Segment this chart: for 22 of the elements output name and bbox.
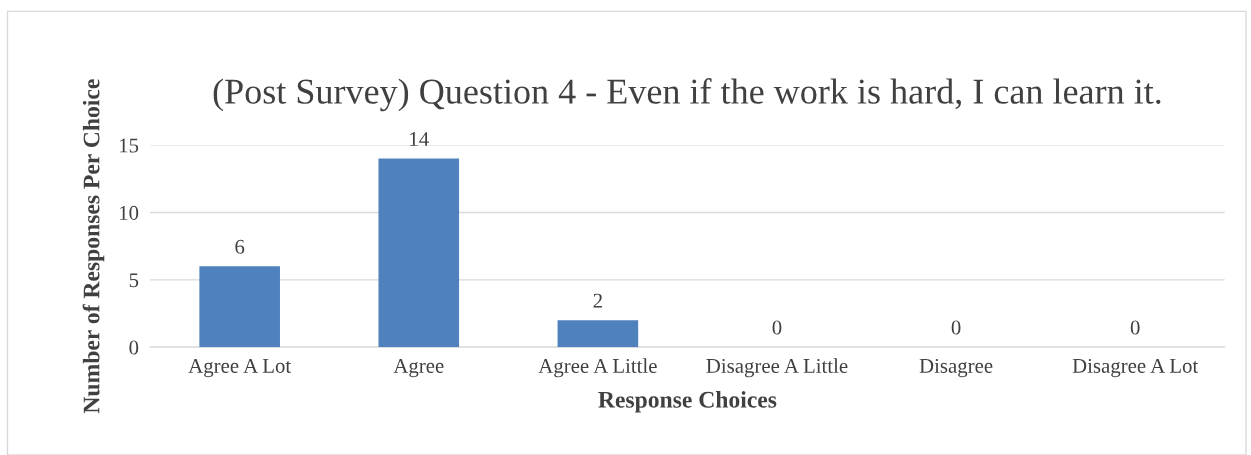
data-label: 2 xyxy=(593,293,602,308)
data-label: 0 xyxy=(1130,320,1140,335)
y-tick-label: 10 xyxy=(120,205,139,220)
y-tick-label: 0 xyxy=(129,340,139,355)
x-tick-label: Agree A Lot xyxy=(188,358,292,378)
chart-title: (Post Survey) Question 4 - Even if the work is hard, I can learn it. xyxy=(213,78,1161,112)
bar xyxy=(199,266,280,348)
data-label: 6 xyxy=(235,239,245,254)
y-tick-label: 5 xyxy=(129,273,139,288)
bar xyxy=(557,320,639,348)
x-tick-label: Disagree A Little xyxy=(706,358,848,378)
y-tick-label: 15 xyxy=(120,138,139,153)
x-axis-title: Response Choices xyxy=(598,391,777,413)
data-label: 0 xyxy=(951,320,961,335)
x-tick-label: Disagree A Lot xyxy=(1072,358,1199,378)
x-tick-label: Agree A Little xyxy=(538,358,657,378)
y-axis-title: Number of Responses Per Choice xyxy=(82,79,105,414)
x-tick-label: Disagree xyxy=(919,358,993,378)
data-label: 14 xyxy=(410,132,429,146)
data-label: 0 xyxy=(772,320,782,335)
bar xyxy=(378,158,460,348)
x-tick-label: Agree xyxy=(393,358,444,378)
